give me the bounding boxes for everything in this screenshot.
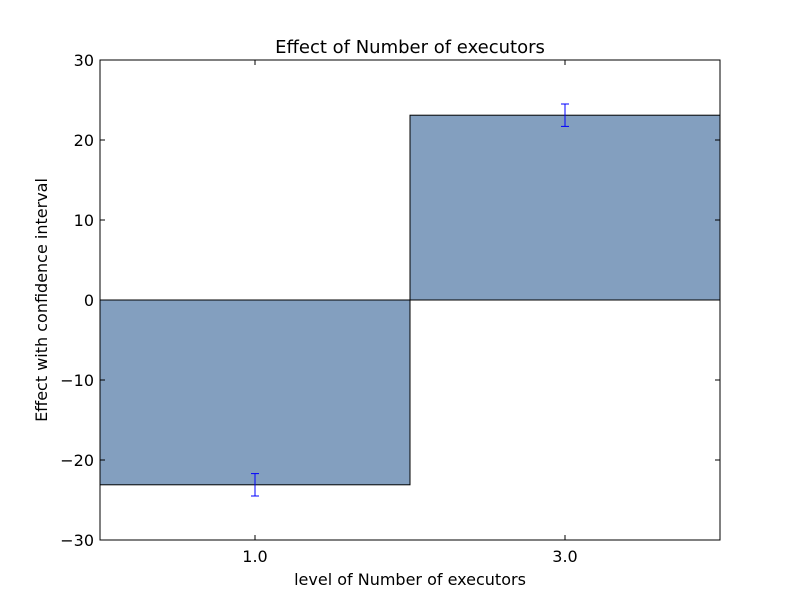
y-tick-label: −10 xyxy=(60,371,94,390)
bar xyxy=(409,114,721,301)
y-tick-label: −30 xyxy=(60,531,94,550)
y-tick-label: −20 xyxy=(60,451,94,470)
y-axis-label: Effect with confidence interval xyxy=(32,178,51,422)
plot-frame xyxy=(99,59,721,541)
x-axis-ticks: 1.0 3.0 xyxy=(242,60,578,566)
y-tick-label: 30 xyxy=(74,51,94,70)
y-tick-label: 10 xyxy=(74,211,94,230)
bars-layer xyxy=(99,114,721,486)
chart-title: Effect of Number of executors xyxy=(275,37,545,58)
x-tick-label: 3.0 xyxy=(552,547,577,566)
x-axis-label: level of Number of executors xyxy=(294,570,526,589)
y-tick-label: 20 xyxy=(74,131,94,150)
x-tick-label: 1.0 xyxy=(242,547,267,566)
y-axis-ticks: −30 −20 −10 0 10 20 30 xyxy=(60,51,720,550)
bar xyxy=(99,299,411,486)
error-bars-layer xyxy=(251,103,569,497)
y-tick-label: 0 xyxy=(84,291,94,310)
